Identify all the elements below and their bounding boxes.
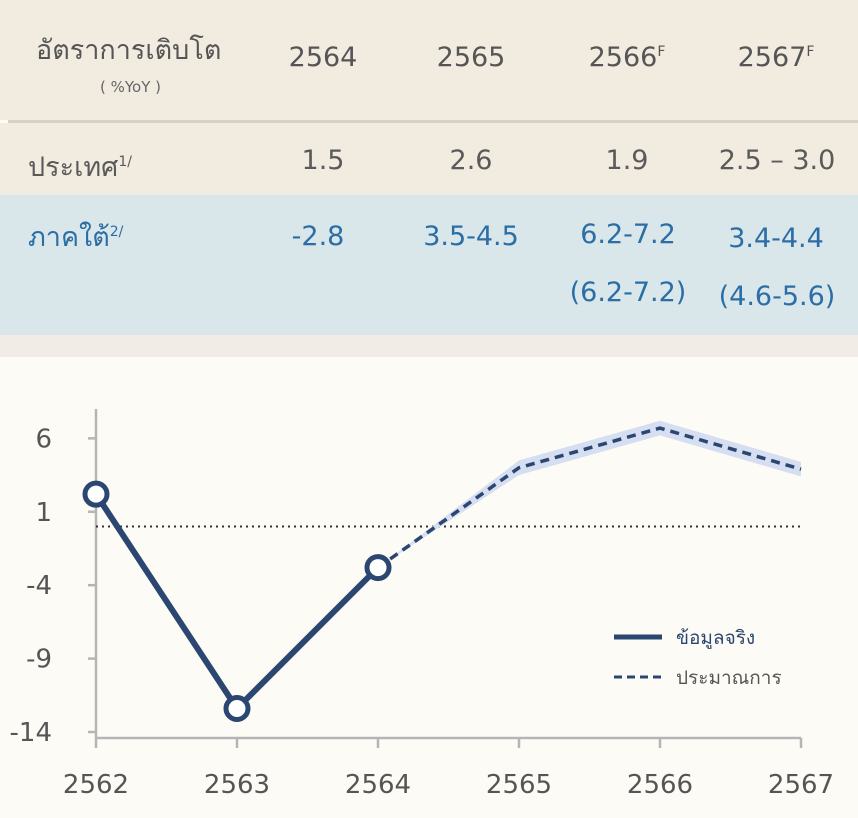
x-tick-label: 2567	[768, 770, 834, 800]
table-cell: 3.5-4.5	[423, 221, 519, 252]
table-cell: 1.5	[301, 145, 345, 176]
table-title: อัตราการเติบโต	[36, 35, 222, 66]
x-tick-label: 2565	[486, 770, 552, 800]
table-cell: -2.8	[291, 221, 345, 252]
year-header: 2564	[288, 42, 358, 73]
table-cell: 1.9	[605, 145, 649, 176]
separator-strip	[0, 335, 858, 357]
x-tick-label: 2563	[204, 770, 270, 800]
y-tick-label: 6	[35, 424, 52, 454]
row-label: ภาคใต้2/	[28, 222, 124, 253]
row-label: ประเทศ1/	[28, 152, 132, 183]
y-tick-label: -9	[26, 645, 52, 675]
table-cell: 2.6	[449, 145, 493, 176]
growth-line-chart: 6 1 -4 -9 -14 2562 2563 2564 2565 2566 2567 ข้อมูลจ…	[10, 409, 834, 800]
table-divider	[8, 120, 858, 123]
table-cell-secondary: (4.6-5.6)	[718, 281, 836, 312]
x-tick-label: 2566	[627, 770, 693, 800]
forecast-range-band	[378, 420, 801, 568]
table-row-country: ประเทศ1/ 1.5 2.6 1.9 2.5 – 3.0	[0, 123, 858, 195]
year-header: 2566F	[588, 42, 666, 73]
actual-data-point	[223, 695, 251, 723]
table-header-row: อัตราการเติบโต ( %YoY ) 2564 2565 2566F …	[0, 0, 858, 120]
actual-data-point	[82, 480, 110, 508]
table-unit: ( %YoY )	[100, 78, 162, 96]
table-cell: 2.5 – 3.0	[718, 145, 836, 176]
x-tick-label: 2562	[63, 770, 129, 800]
y-tick-label: 1	[35, 498, 52, 528]
y-tick-label: -4	[26, 571, 52, 601]
table-cell: 6.2-7.2	[580, 219, 676, 250]
year-header: 2567F	[737, 42, 815, 73]
actual-data-point	[364, 554, 392, 582]
table-cell: 3.4-4.4	[728, 223, 824, 254]
table-row-south: ภาคใต้2/ -2.8 3.5-4.5 6.2-7.2 3.4-4.4 (6…	[0, 195, 858, 335]
growth-table: อัตราการเติบโต ( %YoY ) 2564 2565 2566F …	[0, 0, 858, 357]
legend-label-forecast: ประมาณการ	[676, 667, 782, 689]
legend-label-actual: ข้อมูลจริง	[676, 627, 755, 649]
x-tick-label: 2564	[345, 770, 411, 800]
y-tick-label: -14	[10, 718, 52, 748]
year-header: 2565	[436, 42, 506, 73]
forecast-series-line	[376, 426, 802, 569]
table-cell-secondary: (6.2-7.2)	[569, 277, 687, 308]
